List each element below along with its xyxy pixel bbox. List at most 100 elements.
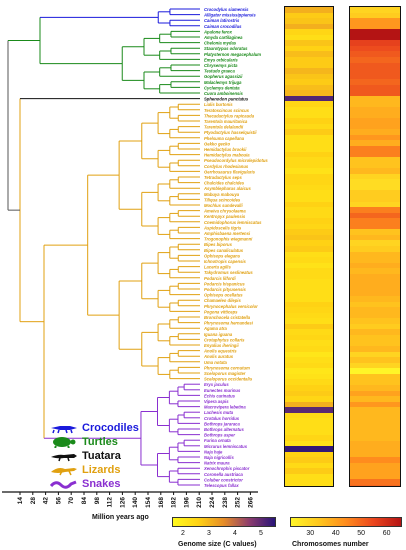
species-label: Gekko gecko (204, 141, 231, 146)
genome-size-cell (285, 390, 333, 397)
genome-size-cell (285, 473, 333, 480)
chromosome-cell (350, 240, 400, 247)
chromosome-cell (350, 273, 400, 280)
species-label: Podarcis hispanicus (204, 281, 245, 286)
genome-size-cell (285, 151, 333, 158)
genome-size-cell (285, 323, 333, 330)
genome-size-cell (285, 134, 333, 141)
chromosome-cell (350, 434, 400, 442)
chromosome-cell (350, 334, 400, 341)
axis-tick-label: 112 (107, 497, 114, 508)
axis-tick-label: 56 (55, 497, 62, 505)
genome-size-cell (285, 262, 333, 269)
chromosome-cell (350, 40, 400, 47)
genome-size-cell (285, 257, 333, 264)
genome-size-cell (285, 101, 333, 108)
genome-size-cell (285, 173, 333, 180)
genome-size-cell (285, 440, 333, 447)
chromosome-cell (350, 145, 400, 152)
axis-tick-label: 70 (68, 497, 75, 505)
chromosome-cell (350, 373, 400, 380)
genome-size-cell (285, 479, 333, 486)
species-label: Naja haje (204, 449, 223, 454)
species-label: Chelonia mydas (204, 41, 237, 46)
species-label: Podarcis pityusensis (204, 287, 247, 292)
genome-size-cell (285, 373, 333, 380)
chromosome-cell (350, 473, 400, 480)
chromosome-cell (350, 390, 400, 397)
chromosome-cell (350, 18, 400, 25)
genome-size-cell (285, 40, 333, 47)
chromosome-cell (350, 284, 400, 291)
snake-icon (50, 480, 77, 489)
species-label: Tarentola mauritanica (204, 119, 248, 124)
colorbar-tick-label: 40 (331, 530, 340, 537)
species-label: Coronella austriaca (204, 472, 244, 477)
species-label: Anolis equestris (203, 349, 237, 354)
chromosome-cell (350, 12, 400, 19)
species-label: Bothrops alternatus (204, 427, 244, 432)
species-label: Gopherus agassizii (204, 74, 243, 79)
axis-tick-label: 252 (235, 497, 242, 508)
chromosome-cell (350, 429, 400, 436)
chromosome-cell (350, 118, 400, 125)
chromosome-cell (350, 95, 400, 102)
species-label: Micrurus lemniscatus (204, 444, 248, 449)
axis-tick-label: 28 (30, 497, 37, 505)
clade-label: Crocodiles (82, 422, 139, 434)
chromosome-legend-title: Chromosomes number (292, 541, 369, 548)
genome-size-cell (285, 318, 333, 325)
chromosome-cell (350, 362, 400, 369)
chromosome-cell (350, 234, 400, 241)
genome-size-cell (285, 168, 333, 175)
genome-size-cell (285, 95, 333, 102)
chromosome-cell (350, 401, 400, 408)
chromosome-cell (350, 190, 400, 197)
genome-size-legend-title: Genome size (C values) (178, 541, 257, 548)
chromosome-cell (350, 123, 400, 130)
chromosome-cell (350, 251, 400, 258)
chromosome-cell (350, 440, 400, 447)
chromosome-cell (350, 262, 400, 269)
species-label: Bipes canaliculatus (204, 248, 244, 253)
colorbar-tick-label: 5 (259, 530, 263, 537)
species-label: Mabuya mabouya (204, 192, 240, 197)
genome-size-cell (285, 7, 333, 14)
genome-size-cell (285, 273, 333, 280)
genome-size-cell (285, 379, 333, 386)
clade-label: Snakes (82, 478, 121, 490)
colorbar-tick-label: 60 (382, 530, 391, 537)
species-label: Asymblepharus alaicus (203, 186, 251, 191)
species-label: Podarcis lilfordi (204, 276, 236, 281)
chromosome-cell (350, 368, 400, 375)
species-label: Sphenodon punctatus (204, 97, 249, 102)
species-label: Phelsuma capellana (204, 136, 245, 141)
species-label: Agama atra (203, 326, 227, 331)
genome-size-cell (285, 340, 333, 347)
chromosome-cell (350, 257, 400, 264)
genome-size-cell (285, 301, 333, 308)
axis-tick-label: 224 (209, 497, 216, 508)
genome-size-cell (285, 179, 333, 186)
chromosome-cell (350, 396, 400, 403)
axis-tick-label: 98 (94, 497, 101, 505)
species-label: Sceloporus magister (204, 371, 246, 376)
species-label: Tarentola delalandii (204, 125, 244, 130)
chromosome-cell (350, 157, 400, 164)
genome-size-cell (285, 73, 333, 80)
chromosome-cell (350, 73, 400, 80)
axis-tick-label: 42 (43, 497, 50, 505)
chromosome-cell (350, 173, 400, 180)
chromosome-cell (350, 229, 400, 236)
species-label: Chamaeleo dilepis (204, 298, 241, 303)
turtle-icon (53, 437, 76, 448)
chromosome-cell (350, 168, 400, 175)
chromosome-cell (350, 51, 400, 58)
genome-size-colorbar (172, 517, 276, 527)
species-label: Bothrops jararaca (204, 421, 241, 426)
species-label: Mochlus sundevalli (204, 203, 243, 208)
genome-size-cell (285, 268, 333, 275)
chromosome-cell (350, 7, 400, 14)
species-label: Cuora amboinensis (204, 91, 244, 96)
genome-size-cell (285, 107, 333, 114)
